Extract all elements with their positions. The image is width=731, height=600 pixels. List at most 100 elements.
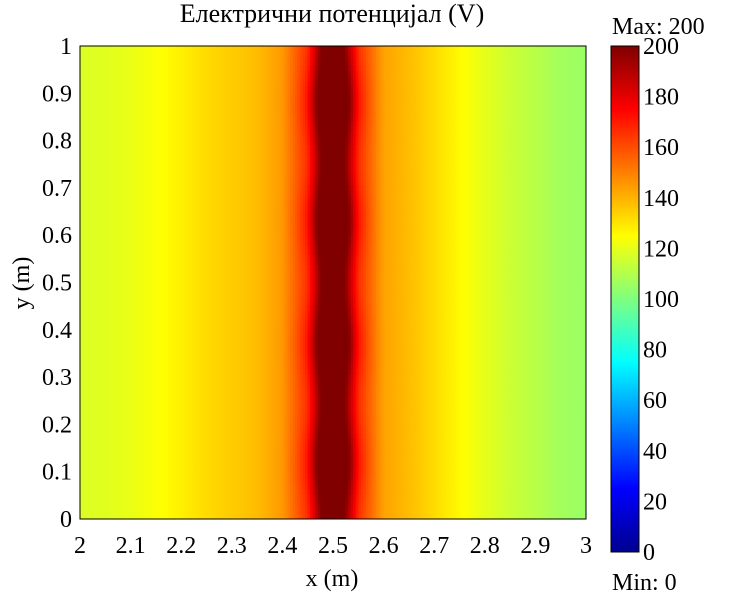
heatmap-cell xyxy=(166,46,170,52)
heatmap-cell xyxy=(537,70,542,77)
heatmap-cell xyxy=(527,55,531,62)
heatmap-cell xyxy=(257,65,261,72)
heatmap-cell xyxy=(573,50,577,57)
heatmap-cell xyxy=(272,60,276,67)
heatmap-cell xyxy=(383,80,387,87)
heatmap-cell xyxy=(191,60,195,67)
heatmap-cell xyxy=(158,80,162,87)
heatmap-cell xyxy=(110,80,114,87)
heatmap-cell xyxy=(125,55,129,62)
heatmap-cell xyxy=(176,75,180,82)
heatmap-cell xyxy=(312,50,316,57)
heatmap-cell xyxy=(201,75,205,82)
heatmap-cell xyxy=(176,65,180,72)
heatmap-cell xyxy=(360,80,364,87)
heatmap-cell xyxy=(284,65,289,72)
heatmap-cell xyxy=(279,50,283,57)
heatmap-cell xyxy=(391,60,395,67)
heatmap-cell xyxy=(163,50,167,57)
heatmap-cell xyxy=(467,75,471,82)
heatmap-cell xyxy=(327,50,332,57)
heatmap-cell xyxy=(545,46,549,52)
heatmap-cell xyxy=(173,65,177,72)
heatmap-cell xyxy=(214,50,218,57)
heatmap-cell xyxy=(424,85,428,92)
heatmap-cell xyxy=(419,46,423,52)
heatmap-cell xyxy=(462,46,466,52)
heatmap-cell xyxy=(150,80,154,87)
heatmap-cell xyxy=(193,50,197,57)
heatmap-cell xyxy=(117,85,122,92)
heatmap-cell xyxy=(388,85,392,92)
heatmap-cell xyxy=(472,85,476,92)
heatmap-cell xyxy=(525,70,529,77)
heatmap-cell xyxy=(467,60,471,67)
heatmap-cell xyxy=(85,50,89,57)
heatmap-cell xyxy=(540,55,544,62)
heatmap-cell xyxy=(272,85,276,92)
heatmap-cell xyxy=(310,60,314,67)
heatmap-cell xyxy=(560,80,564,87)
heatmap-cell xyxy=(555,55,559,62)
heatmap-cell xyxy=(244,50,248,57)
heatmap-cell xyxy=(373,80,377,87)
heatmap-cell xyxy=(532,75,536,82)
heatmap-cell xyxy=(573,65,577,72)
heatmap-cell xyxy=(186,75,190,82)
heatmap-cell xyxy=(474,75,478,82)
heatmap-cell xyxy=(150,70,154,77)
heatmap-cell xyxy=(540,50,544,57)
heatmap-cell xyxy=(310,75,314,82)
heatmap-cell xyxy=(246,46,251,52)
heatmap-cell xyxy=(145,65,149,72)
heatmap-cell xyxy=(459,75,463,82)
heatmap-cell xyxy=(494,60,499,67)
heatmap-cell xyxy=(269,65,273,72)
heatmap-cell xyxy=(512,60,516,67)
heatmap-cell xyxy=(391,70,395,77)
heatmap-cell xyxy=(477,50,481,57)
heatmap-cell xyxy=(216,60,220,67)
heatmap-cell xyxy=(383,65,387,72)
heatmap-cell xyxy=(287,50,291,57)
heatmap-cell xyxy=(221,50,225,57)
heatmap-cell xyxy=(148,46,152,52)
heatmap-cell xyxy=(406,50,410,57)
heatmap-cell xyxy=(123,70,127,77)
heatmap-cell xyxy=(115,65,119,72)
heatmap-cell xyxy=(219,75,223,82)
heatmap-cell xyxy=(302,70,306,77)
heatmap-cell xyxy=(517,80,521,87)
heatmap-cell xyxy=(267,46,271,52)
heatmap-cell xyxy=(570,55,574,62)
heatmap-cell xyxy=(462,85,466,92)
heatmap-cell xyxy=(219,50,223,57)
heatmap-cell xyxy=(267,55,271,62)
heatmap-cell xyxy=(472,75,476,82)
heatmap-cell xyxy=(370,75,375,82)
heatmap-cell xyxy=(289,70,294,77)
heatmap-cell xyxy=(239,46,243,52)
heatmap-cell xyxy=(203,75,208,82)
heatmap-cell xyxy=(188,46,192,52)
heatmap-cell xyxy=(201,65,205,72)
heatmap-cell xyxy=(441,70,445,77)
heatmap-cell xyxy=(467,65,471,72)
heatmap-cell xyxy=(482,50,486,57)
heatmap-cell xyxy=(472,70,476,77)
heatmap-cell xyxy=(563,60,567,67)
heatmap-cell xyxy=(231,70,235,77)
heatmap-cell xyxy=(429,55,433,62)
heatmap-cell xyxy=(155,90,160,97)
heatmap-cell xyxy=(436,50,440,57)
heatmap-cell xyxy=(244,75,248,82)
heatmap-cell xyxy=(320,50,324,57)
heatmap-cell xyxy=(231,65,235,72)
heatmap-cell xyxy=(107,50,111,57)
heatmap-cell xyxy=(120,50,124,57)
heatmap-cell xyxy=(155,55,160,62)
heatmap-cell xyxy=(168,90,172,97)
heatmap-cell xyxy=(135,46,139,52)
heatmap-cell xyxy=(312,60,316,67)
heatmap-cell xyxy=(421,70,425,77)
